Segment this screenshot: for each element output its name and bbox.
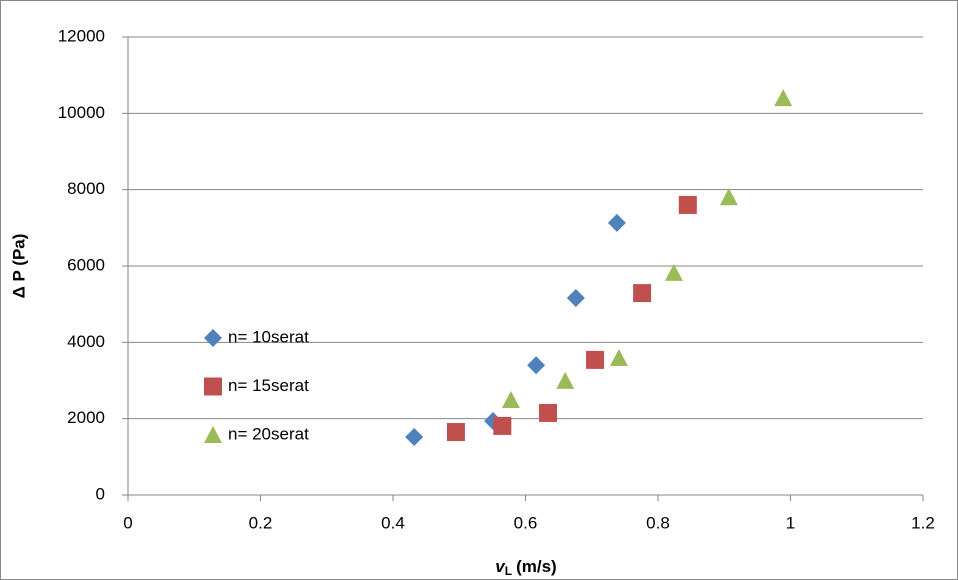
y-tick-label: 8000 [67, 179, 105, 198]
y-tick-label: 12000 [58, 26, 105, 45]
y-axis-title: Δ P (Pa) [9, 234, 28, 299]
x-tick-label: 0.2 [249, 513, 273, 532]
x-tick-label: 0.4 [381, 513, 405, 532]
legend-label: n= 15serat [228, 376, 309, 395]
data-point [527, 356, 545, 374]
y-tick-label: 2000 [67, 408, 105, 427]
x-tick-label: 1.2 [911, 513, 935, 532]
data-point [405, 428, 423, 446]
data-point [447, 423, 465, 441]
x-axis-title: vL(m/s) [495, 557, 556, 578]
data-point [567, 289, 585, 307]
legend-marker [204, 378, 222, 396]
y-tick-label: 10000 [58, 103, 105, 122]
x-tick-label: 1 [786, 513, 795, 532]
data-point [539, 404, 557, 422]
x-tick-label: 0.6 [514, 513, 538, 532]
data-point [679, 196, 697, 214]
legend-label: n= 10serat [228, 327, 309, 346]
x-tick-label: 0 [123, 513, 132, 532]
legend-label: n= 20serat [228, 424, 309, 443]
legend-marker [204, 329, 222, 347]
chart-border [1, 1, 958, 580]
x-tick-label: 0.8 [646, 513, 670, 532]
data-point [720, 188, 738, 205]
y-tick-label: 4000 [67, 332, 105, 351]
data-point [556, 372, 574, 389]
data-point [586, 351, 604, 369]
y-tick-label: 0 [96, 484, 105, 503]
chart: Δ P (Pa) vL(m/s) 02000400060008000100001… [0, 0, 958, 580]
x-axis-sub: L [505, 564, 512, 578]
data-point [608, 214, 626, 232]
data-point [493, 417, 511, 435]
data-point [774, 89, 792, 106]
y-tick-label: 6000 [67, 255, 105, 274]
legend-marker [204, 426, 222, 443]
data-point [633, 284, 651, 302]
data-point [610, 349, 628, 366]
x-axis-unit: (m/s) [516, 557, 557, 576]
data-point [502, 391, 520, 408]
